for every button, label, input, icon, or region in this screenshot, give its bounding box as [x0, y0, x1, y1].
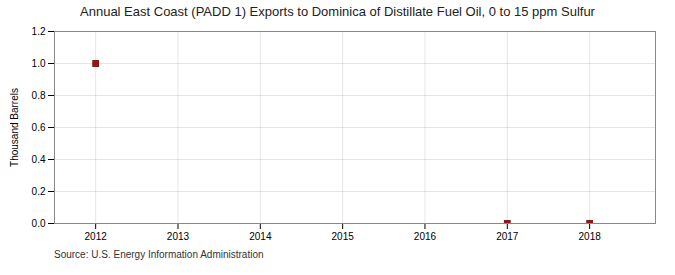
- svg-text:2013: 2013: [167, 231, 190, 242]
- svg-text:1.2: 1.2: [32, 26, 46, 37]
- svg-text:0.4: 0.4: [32, 154, 46, 165]
- svg-text:0.6: 0.6: [32, 122, 46, 133]
- svg-text:2012: 2012: [85, 231, 108, 242]
- svg-text:1.0: 1.0: [32, 58, 46, 69]
- svg-text:2016: 2016: [414, 231, 437, 242]
- svg-text:2015: 2015: [332, 231, 355, 242]
- svg-text:Thousand Barrels: Thousand Barrels: [9, 88, 20, 167]
- svg-text:2018: 2018: [579, 231, 602, 242]
- html-text:Source: U.S. Energy Informatio: Source: U.S. Energy Information Administ…: [54, 249, 264, 260]
- svg-text:2017: 2017: [496, 231, 519, 242]
- html-text:Annual East Coast (PADD 1) Exp: Annual East Coast (PADD 1) Exports to Do…: [80, 4, 595, 19]
- svg-text:0.8: 0.8: [32, 90, 46, 101]
- svg-text:2014: 2014: [249, 231, 272, 242]
- svg-text:0.2: 0.2: [32, 186, 46, 197]
- svg-text:0.0: 0.0: [32, 218, 46, 229]
